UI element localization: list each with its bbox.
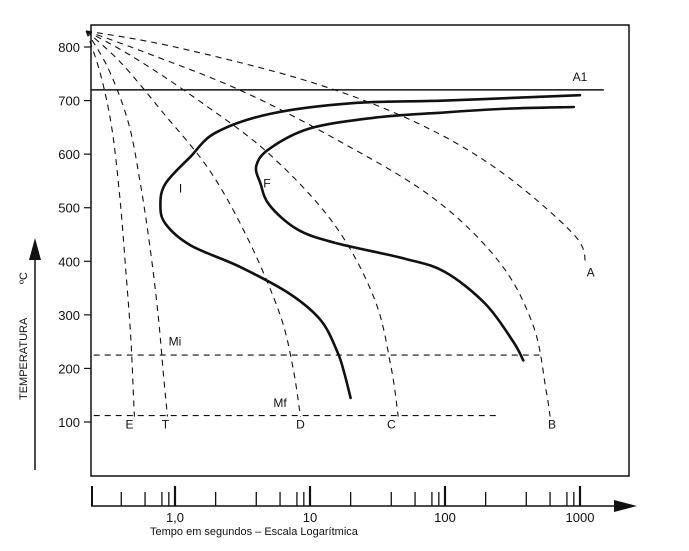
y-axis-unit: ºC: [18, 272, 30, 284]
plot-frame: [90, 24, 630, 477]
x-tick-label: 100: [434, 510, 456, 525]
y-axis-title: TEMPERATURA: [18, 317, 30, 400]
cooling-curve-c: [85, 30, 399, 417]
cooling-curve-t: [85, 30, 169, 417]
curve-label-f: F: [263, 176, 270, 190]
transformation-curve-i: [159, 93, 582, 400]
curve-label-mi: Mi: [169, 334, 182, 348]
curve-label-t: T: [162, 417, 170, 431]
cooling-curve-d: [85, 30, 302, 417]
x-tick-label: 10: [303, 510, 317, 525]
y-tick-label: 800: [58, 40, 80, 55]
curve-label-a1: A1: [573, 70, 588, 84]
curve-label-mf: Mf: [273, 396, 287, 410]
y-tick-label: 400: [58, 254, 80, 269]
curve-label-d: D: [296, 417, 305, 431]
curve-label-a: A: [587, 265, 595, 279]
curve-label-b: B: [548, 417, 556, 431]
y-tick-label: 600: [58, 147, 80, 162]
cooling-curve-e: [85, 30, 135, 417]
y-tick-label: 700: [58, 94, 80, 109]
y-tick-label: 300: [58, 308, 80, 323]
x-tick-label: 1000: [566, 510, 595, 525]
x-axis-title: Tempo em segundos – Escala Logarítmica: [150, 526, 359, 538]
y-tick-label: 100: [58, 415, 80, 430]
cooling-curve-b: [86, 30, 551, 417]
x-tick-label: 1,0: [166, 510, 184, 525]
x-axis-arrow: [614, 500, 637, 512]
curve-label-c: C: [387, 417, 396, 431]
y-axis-arrow-head: [29, 238, 41, 260]
y-tick-label: 500: [58, 201, 80, 216]
cooling-curve-a: [86, 30, 587, 265]
curve-label-e: E: [125, 417, 133, 431]
transformation-curve-f: [254, 105, 576, 362]
y-tick-label: 200: [58, 361, 80, 376]
curve-label-i: I: [179, 182, 182, 196]
